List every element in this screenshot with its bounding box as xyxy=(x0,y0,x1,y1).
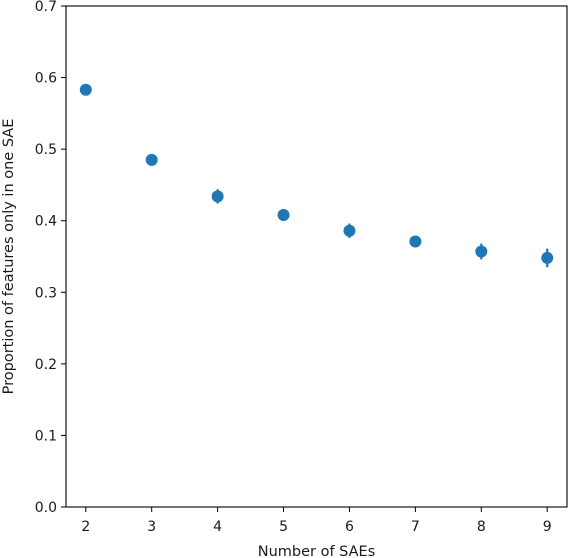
data-point xyxy=(475,245,488,258)
y-tick-label: 0.1 xyxy=(35,428,57,444)
data-point xyxy=(145,153,158,166)
y-axis: 0.0 0.1 0.2 0.3 0.4 0.5 0.6 0.7 xyxy=(35,0,66,516)
y-tick-label: 0.5 xyxy=(35,142,57,158)
data-point xyxy=(343,224,356,237)
y-tick-label: 0.4 xyxy=(35,214,57,230)
data-point xyxy=(277,208,290,221)
data-points xyxy=(79,83,554,268)
x-tick-label: 8 xyxy=(477,519,486,535)
x-tick-label: 6 xyxy=(345,519,354,535)
y-axis-label: Proportion of features only in one SAE xyxy=(1,119,17,395)
y-tick-label: 0.0 xyxy=(35,500,57,516)
x-axis-label: Number of SAEs xyxy=(258,544,376,558)
x-axis: 2 3 4 5 6 7 8 9 xyxy=(81,507,552,535)
x-tick-label: 2 xyxy=(81,519,90,535)
data-point xyxy=(79,83,92,96)
data-point xyxy=(541,251,554,264)
x-tick-label: 4 xyxy=(213,519,222,535)
data-point xyxy=(211,190,224,203)
x-tick-label: 7 xyxy=(411,519,420,535)
plot-frame xyxy=(65,5,568,508)
y-tick-label: 0.7 xyxy=(35,0,57,15)
y-tick-label: 0.2 xyxy=(35,357,57,373)
y-tick-label: 0.3 xyxy=(35,285,57,301)
x-tick-label: 9 xyxy=(543,519,552,535)
x-tick-label: 5 xyxy=(279,519,288,535)
x-tick-label: 3 xyxy=(147,519,156,535)
y-tick-label: 0.6 xyxy=(35,71,57,87)
data-point xyxy=(409,235,422,248)
